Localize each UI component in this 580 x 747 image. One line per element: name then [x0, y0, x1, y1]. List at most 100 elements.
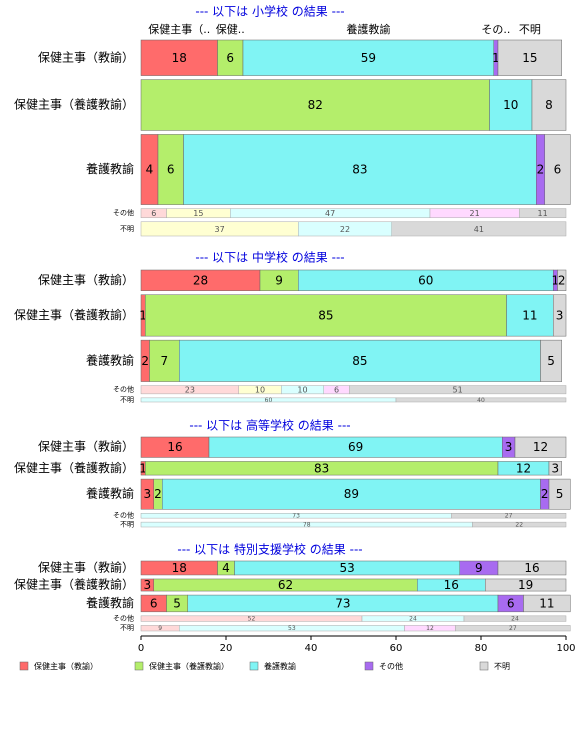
bar-segment	[463, 615, 567, 622]
row-label: 不明	[120, 225, 134, 233]
segment-label: 9	[275, 273, 283, 287]
segment-label: 82	[308, 98, 323, 112]
segment-label: 16	[444, 578, 459, 592]
segment-label: 21	[470, 209, 480, 218]
segment-label: 2	[141, 354, 149, 368]
segment-label: 3	[505, 440, 513, 454]
legend-label: 養護教諭	[264, 661, 296, 671]
bar-segment	[391, 221, 567, 237]
segment-label: 5	[556, 487, 564, 501]
segment-label: 27	[505, 513, 513, 520]
segment-label: 85	[352, 354, 367, 368]
segment-label: 9	[158, 625, 162, 632]
bar-segment	[497, 39, 562, 76]
bar-segment	[519, 208, 567, 219]
bar-segment	[455, 625, 571, 632]
segment-label: 6	[507, 596, 515, 610]
segment-label: 3	[144, 487, 152, 501]
segment-label: 1	[552, 273, 560, 287]
row-label: 保健主事（教諭）	[38, 559, 134, 574]
legend-label: 保健主事（教諭）	[34, 661, 98, 671]
row-label: 不明	[120, 521, 134, 529]
bar-segment	[149, 339, 180, 382]
segment-label: 69	[348, 440, 363, 454]
segment-label: 83	[314, 461, 329, 475]
segment-label: 62	[278, 578, 293, 592]
bar-segment	[451, 513, 567, 519]
bar-segment	[531, 79, 567, 131]
row-label: 保健主事（養護教諭）	[14, 307, 134, 322]
segment-label: 89	[344, 487, 359, 501]
legend-swatch	[479, 661, 489, 671]
segment-label: 53	[339, 561, 354, 575]
segment-label: 78	[303, 522, 311, 529]
segment-label: 22	[340, 225, 350, 234]
bar-segment	[557, 269, 567, 291]
column-label: 養護教諭	[346, 22, 390, 36]
bar-segment	[349, 385, 567, 395]
bar-segment	[553, 294, 567, 337]
row-label: 保健主事（養護教諭）	[14, 460, 134, 475]
segment-label: 6	[151, 209, 156, 218]
segment-label: 5	[173, 596, 181, 610]
segment-label: 8	[545, 98, 553, 112]
segment-label: 12	[516, 461, 531, 475]
segment-label: 15	[522, 51, 537, 65]
column-label: 保健..	[216, 22, 245, 36]
row-label: その他	[113, 614, 134, 623]
segment-label: 27	[509, 625, 517, 632]
segment-label: 15	[193, 209, 203, 218]
segment-label: 6	[554, 163, 562, 177]
bar-segment	[145, 294, 507, 337]
segment-label: 24	[511, 616, 519, 623]
legend-swatch	[364, 661, 374, 671]
row-label: 不明	[120, 624, 134, 632]
x-tick-label: 0	[138, 643, 144, 654]
bar-segment	[485, 578, 567, 592]
segment-label: 4	[146, 163, 154, 177]
segment-label: 11	[522, 308, 537, 322]
segment-label: 11	[539, 596, 554, 610]
segment-label: 1	[139, 308, 147, 322]
row-label: 保健主事（教諭）	[38, 439, 134, 454]
bar-segment	[242, 39, 494, 76]
row-label: その他	[113, 511, 134, 520]
segment-label: 51	[453, 386, 463, 395]
row-label: 養護教諭	[86, 161, 134, 176]
segment-label: 28	[193, 273, 208, 287]
segment-label: 3	[552, 461, 560, 475]
segment-label: 40	[477, 397, 485, 404]
row-label: 保健主事（養護教諭）	[14, 577, 134, 592]
row-label: 養護教諭	[86, 595, 134, 610]
bar-segment	[548, 478, 571, 510]
segment-label: 11	[538, 209, 548, 218]
row-label: その他	[113, 208, 134, 217]
bar-segment	[514, 436, 567, 458]
row-label: 保健主事（養護教諭）	[14, 97, 134, 112]
segment-label: 16	[167, 440, 182, 454]
segment-label: 6	[226, 51, 234, 65]
legend-swatch	[19, 661, 29, 671]
legend-swatch	[134, 661, 144, 671]
segment-label: 41	[474, 225, 484, 234]
bar-segment	[472, 521, 567, 528]
segment-label: 47	[325, 209, 335, 218]
legend-label: 保健主事（養護教諭）	[149, 661, 229, 671]
panel-title: --- 以下は 特別支援学校 の結果 ---	[177, 542, 362, 557]
segment-label: 12	[533, 440, 548, 454]
column-label: 不明	[519, 23, 541, 36]
segment-label: 18	[172, 51, 187, 65]
row-label: 養護教諭	[86, 352, 134, 367]
segment-label: 5	[547, 354, 555, 368]
column-label: 保健主事（..	[148, 22, 210, 36]
segment-label: 6	[150, 596, 158, 610]
segment-label: 10	[255, 386, 265, 395]
segment-label: 60	[265, 397, 273, 404]
segment-label: 10	[503, 98, 518, 112]
bar-segment	[217, 39, 244, 76]
segment-label: 37	[215, 225, 225, 234]
segment-label: 52	[248, 616, 256, 623]
bar-segment	[140, 39, 218, 76]
row-label: 養護教諭	[86, 486, 134, 501]
